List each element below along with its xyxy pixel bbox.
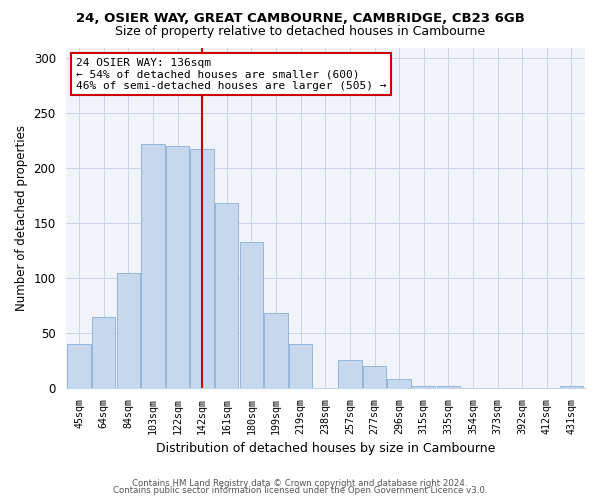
Text: 24, OSIER WAY, GREAT CAMBOURNE, CAMBRIDGE, CB23 6GB: 24, OSIER WAY, GREAT CAMBOURNE, CAMBRIDG… bbox=[76, 12, 524, 26]
Bar bbox=[560, 386, 583, 388]
Bar bbox=[92, 316, 115, 388]
Bar bbox=[166, 146, 189, 388]
Text: Contains HM Land Registry data © Crown copyright and database right 2024.: Contains HM Land Registry data © Crown c… bbox=[132, 478, 468, 488]
Bar bbox=[190, 148, 214, 388]
Bar bbox=[67, 344, 91, 388]
Title: 24, OSIER WAY, GREAT CAMBOURNE, CAMBRIDGE, CB23 6GB
Size of property relative to: 24, OSIER WAY, GREAT CAMBOURNE, CAMBRIDG… bbox=[0, 499, 1, 500]
Bar bbox=[215, 204, 238, 388]
Bar bbox=[240, 242, 263, 388]
Bar bbox=[338, 360, 362, 388]
Bar bbox=[265, 314, 288, 388]
X-axis label: Distribution of detached houses by size in Cambourne: Distribution of detached houses by size … bbox=[155, 442, 495, 455]
Text: Size of property relative to detached houses in Cambourne: Size of property relative to detached ho… bbox=[115, 25, 485, 38]
Y-axis label: Number of detached properties: Number of detached properties bbox=[15, 124, 28, 310]
Text: Contains public sector information licensed under the Open Government Licence v3: Contains public sector information licen… bbox=[113, 486, 487, 495]
Bar bbox=[412, 386, 436, 388]
Bar bbox=[388, 379, 411, 388]
Text: 24 OSIER WAY: 136sqm
← 54% of detached houses are smaller (600)
46% of semi-deta: 24 OSIER WAY: 136sqm ← 54% of detached h… bbox=[76, 58, 386, 91]
Bar bbox=[116, 272, 140, 388]
Bar bbox=[141, 144, 164, 388]
Bar bbox=[289, 344, 313, 388]
Bar bbox=[437, 386, 460, 388]
Bar bbox=[363, 366, 386, 388]
